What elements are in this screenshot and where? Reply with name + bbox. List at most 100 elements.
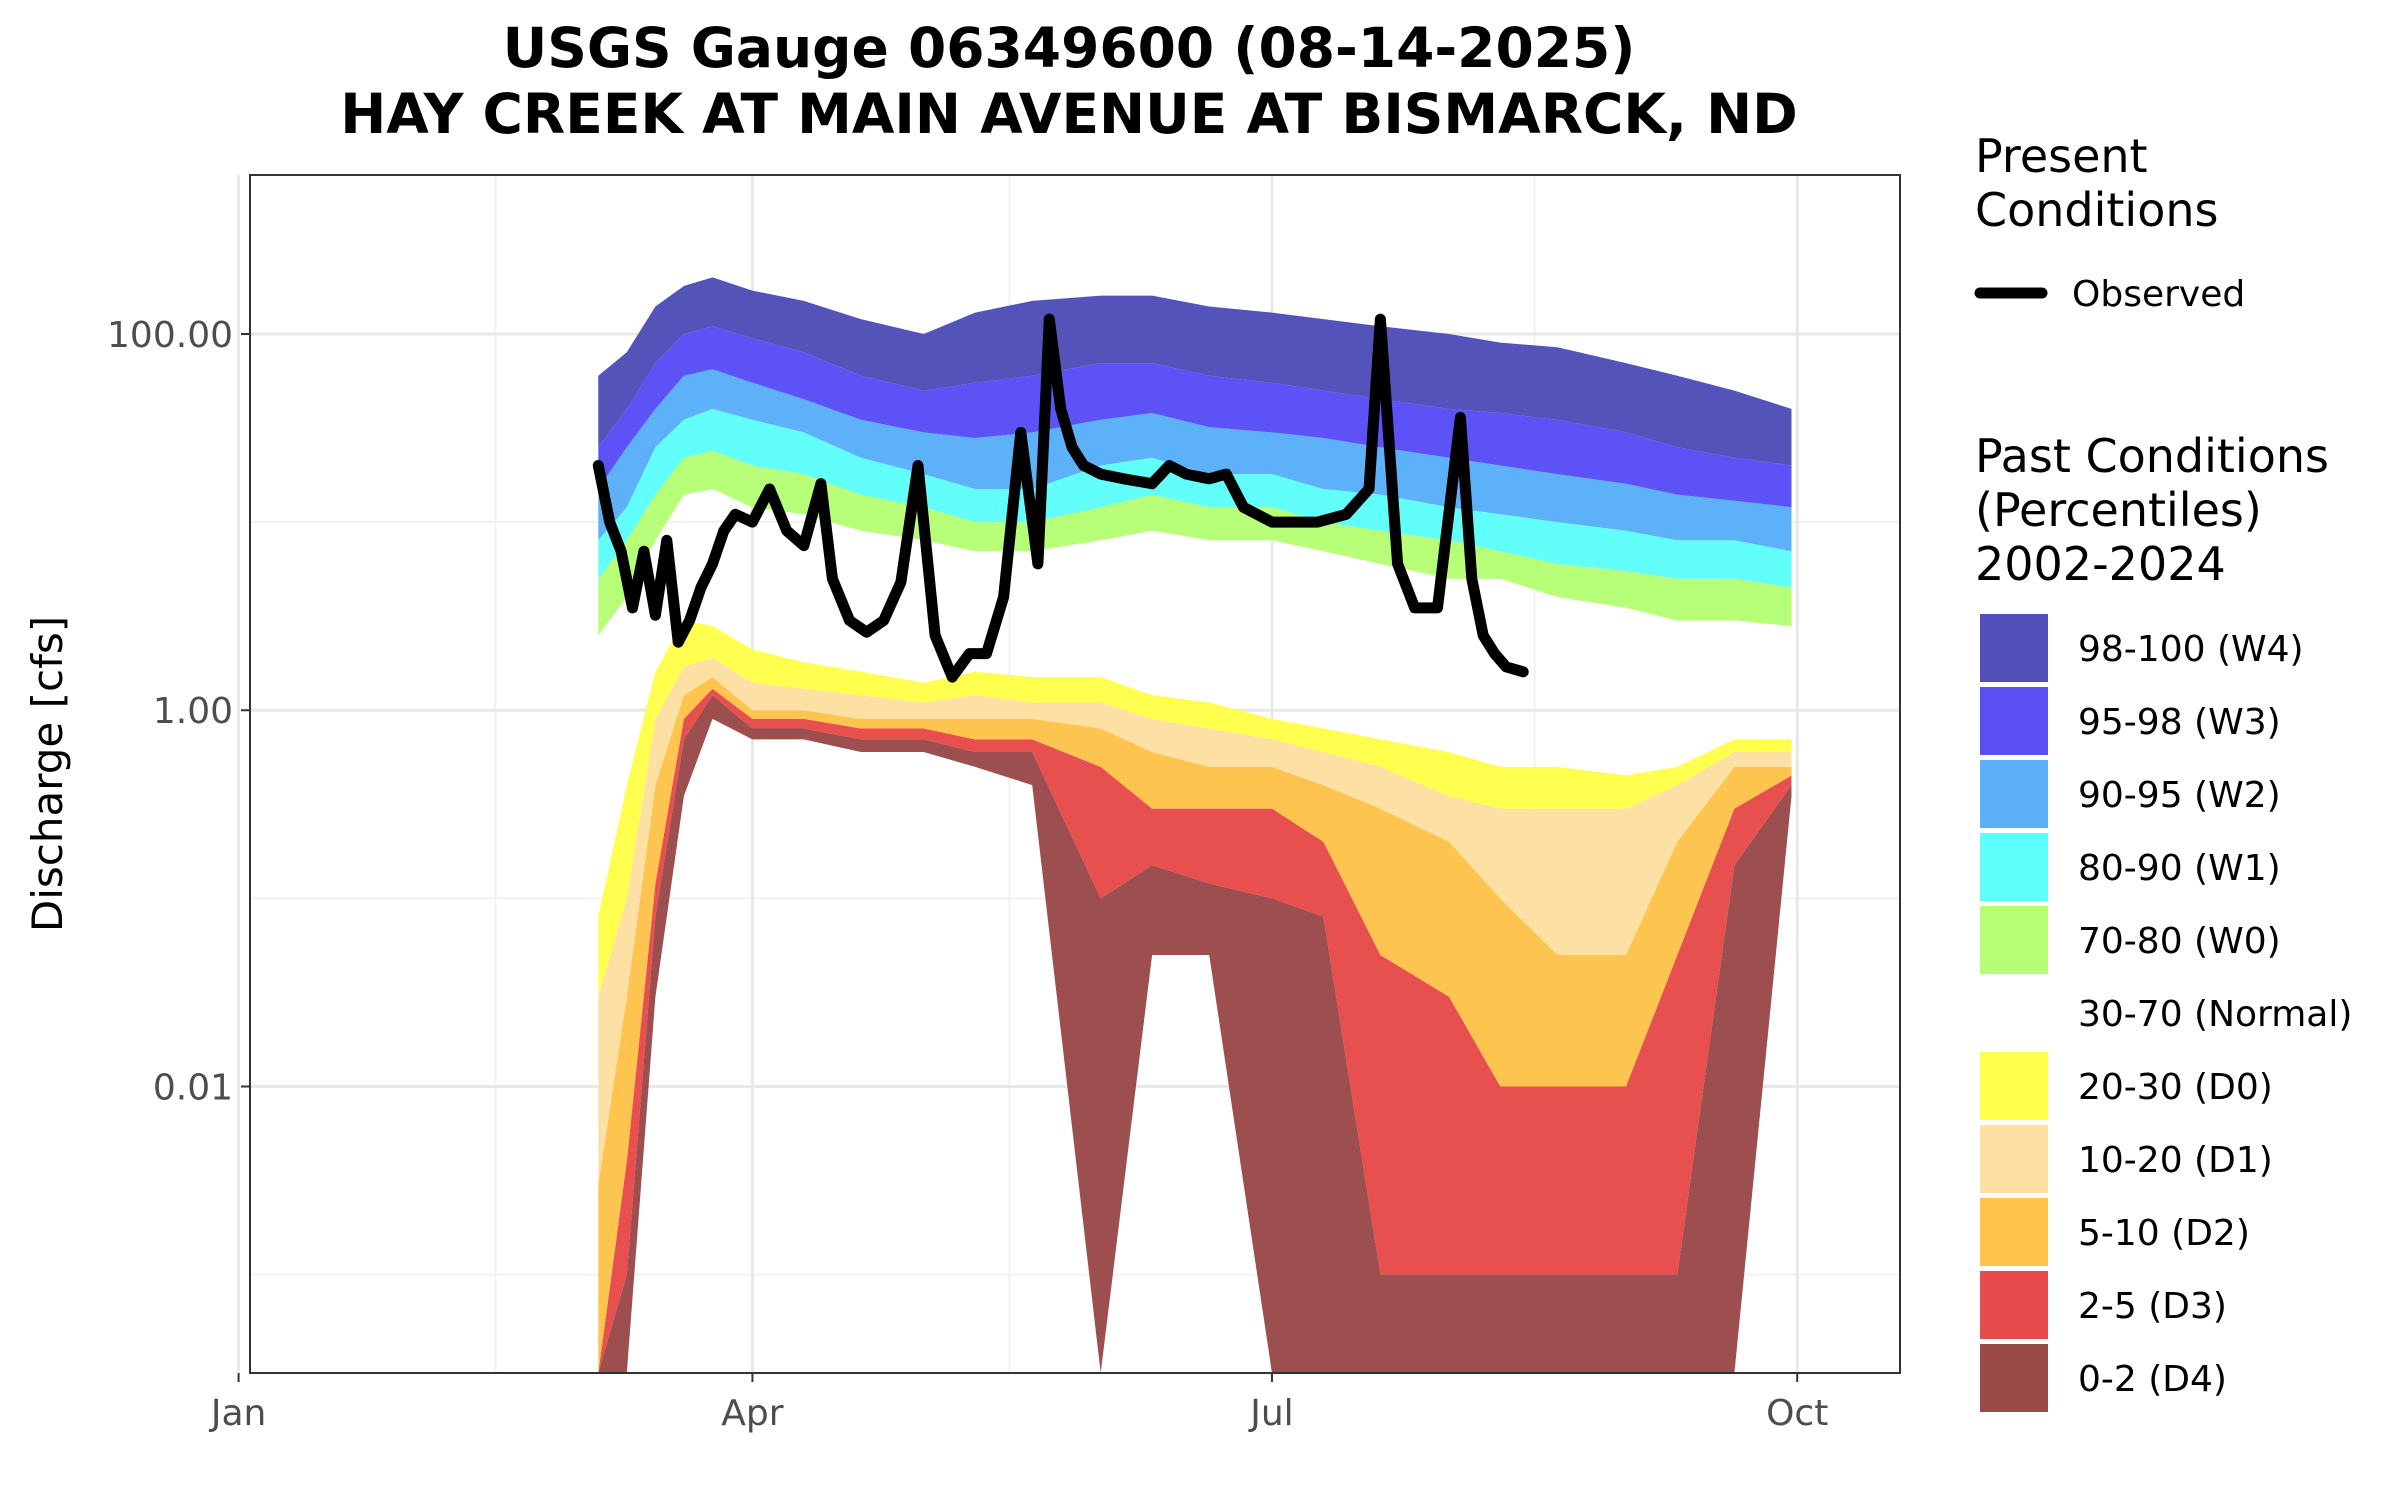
observed-point [1345, 513, 1348, 516]
observed-point [1099, 473, 1102, 476]
observed-point [631, 606, 634, 609]
band-p80-p90 [598, 408, 1792, 588]
observed-point [1522, 670, 1525, 673]
observed-point [1185, 473, 1188, 476]
observed-point [1002, 595, 1005, 598]
observed-series-line [592, 313, 1529, 683]
observed-point [1071, 446, 1074, 449]
observed-point [1379, 318, 1382, 321]
y-tick-label: 100.00 [107, 315, 233, 356]
observed-point [916, 464, 919, 467]
y-axis: 0.01 1.00 100.00 [107, 315, 250, 1109]
legend-key-label: 70-80 (W0) [2078, 921, 2281, 962]
y-tick-label: 1.00 [153, 691, 233, 732]
observed-point [1368, 487, 1371, 490]
observed-layer [592, 313, 1529, 683]
chart-title-line1: USGS Gauge 06349600 (08-14-2025) [503, 16, 1636, 80]
observed-point [677, 641, 680, 644]
band-p90-p95 [598, 369, 1792, 552]
observed-point [1470, 577, 1473, 580]
legend-key-label: 98-100 (W4) [2078, 629, 2304, 670]
observed-point [688, 619, 691, 622]
legend-key-swatch [1980, 979, 2048, 1047]
legend-key-label: 95-98 (W3) [2078, 702, 2281, 743]
observed-point [785, 529, 788, 532]
observed-point [1208, 477, 1211, 480]
observed-point [882, 619, 885, 622]
band-p5-p10 [598, 677, 1792, 1373]
observed-point [1505, 665, 1508, 668]
observed-point [722, 529, 725, 532]
observed-point [1436, 606, 1439, 609]
legend-key-label: 20-30 (D0) [2078, 1067, 2273, 1108]
observed-point [1122, 477, 1125, 480]
observed-point [1059, 407, 1062, 410]
legend-key-label: 90-95 (W2) [2078, 775, 2281, 816]
observed-point [1459, 416, 1462, 419]
band-p2-p5 [598, 688, 1792, 1373]
observed-point [1082, 464, 1085, 467]
legend-past: Past Conditions (Percentiles) 2002-2024 … [1975, 429, 2352, 1412]
observed-point [1225, 473, 1228, 476]
legend-key-swatch [1980, 614, 2048, 682]
observed-point [1270, 521, 1273, 524]
legend-present-title-line1: Present [1975, 129, 2148, 183]
observed-point [1316, 521, 1319, 524]
band-p20-p30 [598, 620, 1792, 997]
legend-key-swatch [1980, 760, 2048, 828]
legend-past-title-line2: (Percentiles) [1975, 483, 2262, 537]
legend-key-label: 80-90 (W1) [2078, 848, 2281, 889]
legend-key-swatch [1980, 1125, 2048, 1193]
legend-key-label: 30-70 (Normal) [2078, 994, 2352, 1035]
observed-point [597, 464, 600, 467]
legend-past-title-line3: 2002-2024 [1975, 537, 2226, 591]
observed-point [1048, 318, 1051, 321]
observed-point [642, 550, 645, 553]
legend-key-label: 10-20 (D1) [2078, 1140, 2273, 1181]
observed-point [865, 631, 868, 634]
observed-point [1036, 562, 1039, 565]
observed-point [1168, 464, 1171, 467]
observed-point [1482, 634, 1485, 637]
observed-point [934, 634, 937, 637]
x-axis: Jan Apr Jul Oct [209, 1373, 1828, 1434]
observed-point [734, 513, 737, 516]
observed-point [1413, 606, 1416, 609]
observed-point [968, 652, 971, 655]
band-p0-p2 [598, 695, 1792, 1373]
observed-point [899, 581, 902, 584]
observed-point [1493, 652, 1496, 655]
observed-point [1293, 521, 1296, 524]
legend-observed-label: Observed [2072, 274, 2245, 315]
band-p70-p80 [598, 450, 1792, 636]
observed-point [1242, 506, 1245, 509]
band-p10-p20 [598, 657, 1792, 1185]
observed-point [620, 550, 623, 553]
observed-point [665, 539, 668, 542]
legend-key-swatch [1980, 1271, 2048, 1339]
legend-key-swatch [1980, 1198, 2048, 1266]
observed-point [654, 614, 657, 617]
band-p98-p100 [598, 277, 1792, 466]
observed-point [1396, 562, 1399, 565]
legend-key-swatch [1980, 1344, 2048, 1412]
observed-point [1019, 431, 1022, 434]
legend-key-swatch [1980, 906, 2048, 974]
band-p95-p98 [598, 326, 1792, 508]
x-tick-label: Jan [209, 1393, 267, 1434]
observed-point [700, 586, 703, 589]
observed-point [751, 521, 754, 524]
observed-point [951, 676, 954, 679]
observed-point [1151, 482, 1154, 485]
y-axis-title: Discharge [cfs] [23, 616, 72, 932]
legend-present-title-line2: Conditions [1975, 183, 2218, 237]
x-tick-label: Apr [721, 1393, 783, 1434]
bands-layer [598, 277, 1792, 1373]
legend-key-swatch [1980, 833, 2048, 901]
legend-key-label: 2-5 (D3) [2078, 1286, 2227, 1327]
legend-key-label: 0-2 (D4) [2078, 1359, 2227, 1400]
plot-panel-border [249, 174, 1901, 1374]
observed-point [711, 562, 714, 565]
chart-title-line2: HAY CREEK AT MAIN AVENUE AT BISMARCK, ND [340, 82, 1798, 146]
